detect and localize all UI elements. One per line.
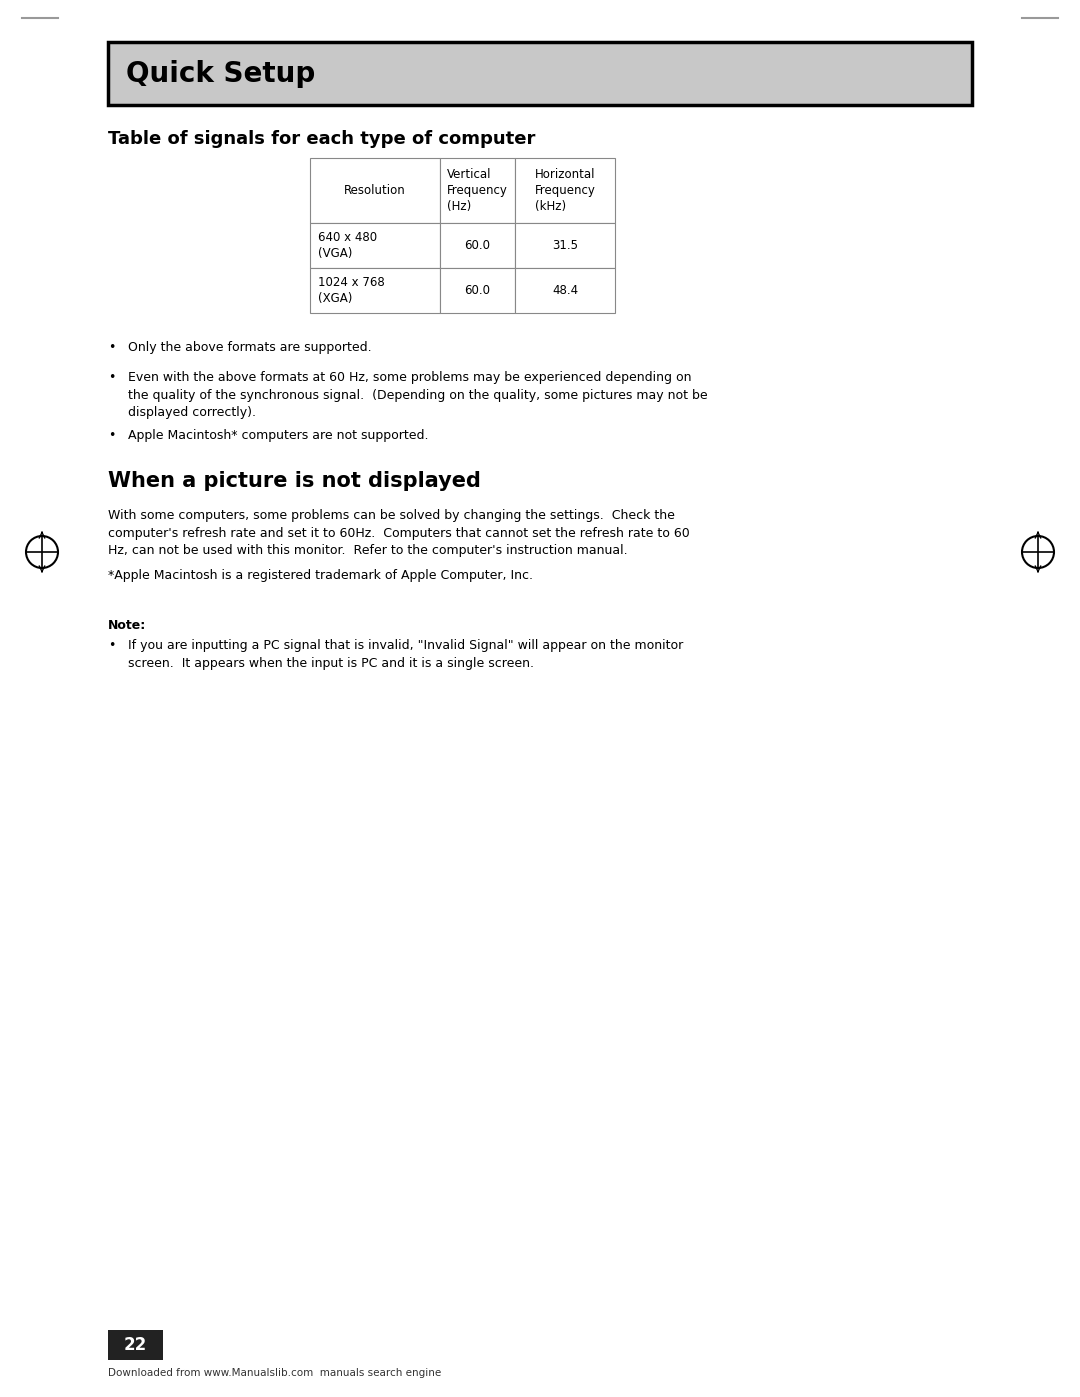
Text: 48.4: 48.4 [552,284,578,298]
Text: With some computers, some problems can be solved by changing the settings.  Chec: With some computers, some problems can b… [108,509,690,557]
Text: When a picture is not displayed: When a picture is not displayed [108,471,481,490]
Bar [108,42,972,105]
Text: Vertical
Frequency
(Hz): Vertical Frequency (Hz) [447,168,508,212]
Text: Apple Macintosh* computers are not supported.: Apple Macintosh* computers are not suppo… [129,429,429,441]
Bar [515,224,615,268]
Text: Quick Setup: Quick Setup [126,60,315,88]
Text: 60.0: 60.0 [464,284,490,298]
Bar [310,268,440,313]
Bar [440,158,515,224]
Text: •: • [108,429,116,441]
Bar [440,268,515,313]
Text: 31.5: 31.5 [552,239,578,251]
Text: •: • [108,638,116,652]
Text: •: • [108,372,116,384]
Text: *Apple Macintosh is a registered trademark of Apple Computer, Inc.: *Apple Macintosh is a registered tradema… [108,569,534,583]
Text: 60.0: 60.0 [464,239,490,251]
Bar [310,158,440,224]
Text: Downloaded from www.Manualslib.com  manuals search engine: Downloaded from www.Manualslib.com manua… [108,1368,442,1377]
Text: Even with the above formats at 60 Hz, some problems may be experienced depending: Even with the above formats at 60 Hz, so… [129,372,707,419]
Bar [440,224,515,268]
Text: 22: 22 [124,1336,147,1354]
Text: Horizontal
Frequency
(kHz): Horizontal Frequency (kHz) [535,168,595,212]
Text: 640 x 480
(VGA): 640 x 480 (VGA) [318,231,377,260]
Bar [108,1330,163,1361]
Bar [515,158,615,224]
Text: If you are inputting a PC signal that is invalid, "Invalid Signal" will appear o: If you are inputting a PC signal that is… [129,638,684,669]
Text: Note:: Note: [108,619,146,631]
Text: •: • [108,341,116,353]
Text: Table of signals for each type of computer: Table of signals for each type of comput… [108,130,536,148]
Bar [515,268,615,313]
Text: 1024 x 768
(XGA): 1024 x 768 (XGA) [318,277,384,305]
Text: Resolution: Resolution [345,184,406,197]
Bar [310,224,440,268]
Text: Only the above formats are supported.: Only the above formats are supported. [129,341,372,353]
